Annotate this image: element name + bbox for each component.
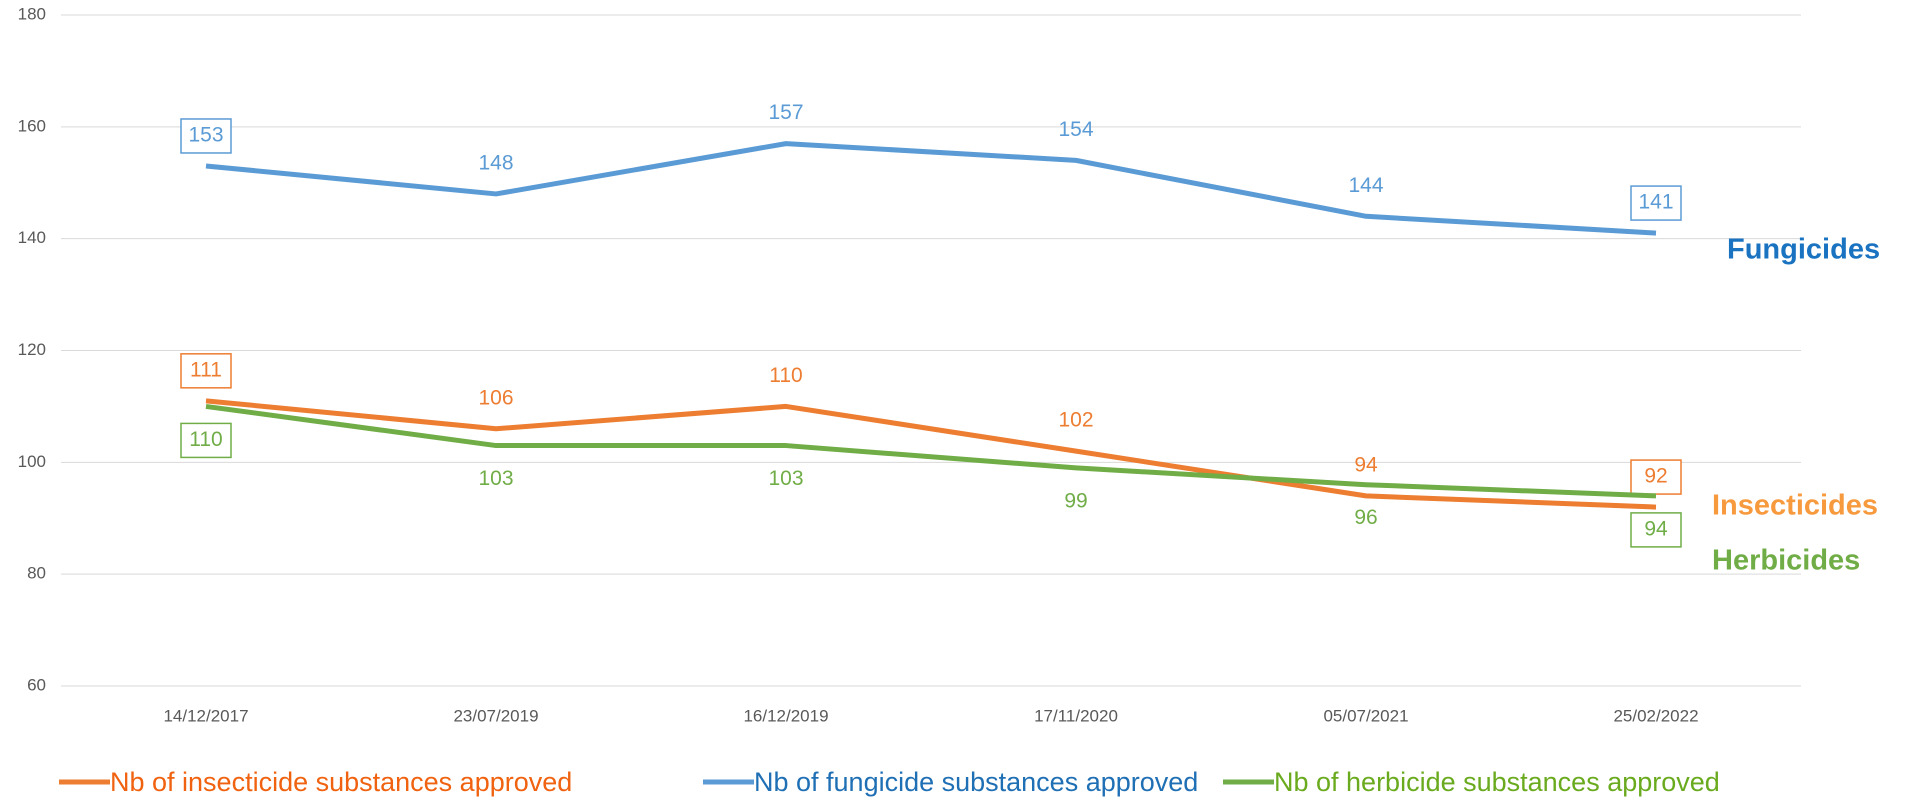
- data-label: 141: [1638, 191, 1673, 214]
- y-tick-label: 160: [18, 116, 46, 135]
- series-line: [205, 141, 1657, 236]
- data-label-box: [1630, 185, 1682, 221]
- data-label: 94: [1644, 517, 1668, 540]
- data-label: 96: [1354, 506, 1377, 529]
- data-label: 154: [1058, 118, 1093, 141]
- data-label-box: [1630, 512, 1682, 548]
- series-line: [205, 403, 1657, 499]
- data-label: 111: [190, 358, 222, 381]
- data-label: 144: [1348, 174, 1383, 197]
- data-label: 99: [1064, 489, 1087, 512]
- y-tick-label: 60: [27, 675, 46, 694]
- data-label: 103: [478, 467, 513, 490]
- data-label: 94: [1354, 453, 1378, 476]
- series-end-label: Fungicides: [1727, 234, 1880, 266]
- data-label: 153: [188, 124, 223, 147]
- data-label: 157: [768, 101, 803, 124]
- y-tick-label: 80: [27, 564, 46, 583]
- series-end-label: Insecticides: [1712, 490, 1878, 522]
- y-tick-label: 140: [18, 228, 46, 247]
- x-tick-label: 25/02/2022: [1613, 706, 1698, 725]
- data-label-box: [180, 422, 232, 459]
- data-label: 102: [1058, 409, 1093, 432]
- data-label: 148: [478, 151, 513, 174]
- x-tick-label: 17/11/2020: [1034, 706, 1118, 725]
- data-label: 110: [769, 364, 802, 387]
- data-label-box: [1630, 459, 1682, 495]
- data-label-box: [180, 118, 232, 154]
- data-label: 106: [478, 386, 513, 409]
- x-tick-label: 16/12/2019: [743, 706, 828, 725]
- series-end-label: Herbicides: [1712, 545, 1860, 577]
- data-label: 110: [189, 428, 222, 451]
- x-tick-label: 23/07/2019: [453, 706, 538, 725]
- legend-label: Nb of fungicide substances approved: [754, 767, 1198, 797]
- y-tick-label: 180: [18, 4, 46, 23]
- data-label: 103: [768, 467, 803, 490]
- x-tick-label: 05/07/2021: [1323, 706, 1408, 725]
- y-tick-label: 120: [18, 340, 46, 359]
- data-label-box: [180, 353, 232, 389]
- x-tick-label: 14/12/2017: [163, 706, 248, 725]
- legend-label: Nb of herbicide substances approved: [1274, 767, 1720, 797]
- legend-label: Nb of insecticide substances approved: [110, 767, 572, 797]
- series-line: [205, 398, 1657, 510]
- data-label: 92: [1644, 465, 1667, 488]
- y-tick-label: 100: [18, 452, 46, 471]
